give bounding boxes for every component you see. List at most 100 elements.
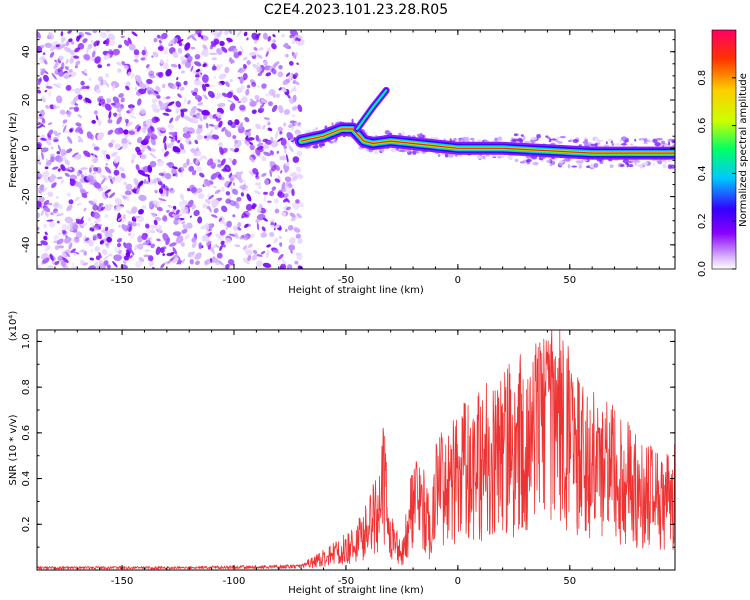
ridge-halo: [384, 130, 390, 135]
noise-speckle: [165, 237, 171, 246]
noise-speckle: [206, 240, 212, 246]
noise-speckle: [169, 242, 177, 247]
noise-speckle: [265, 51, 269, 57]
noise-speckle: [291, 202, 300, 210]
noise-speckle: [170, 136, 177, 143]
noise-speckle: [256, 61, 261, 68]
noise-speckle: [95, 115, 99, 121]
noise-speckle: [58, 43, 66, 50]
noise-speckle: [292, 156, 300, 163]
noise-speckle: [93, 261, 99, 267]
noise-speckle: [194, 94, 202, 101]
noise-speckle: [177, 93, 182, 98]
noise-speckle: [283, 145, 287, 149]
snr-y-label: SNR (10 * v/v): [8, 414, 19, 485]
noise-speckle: [55, 132, 62, 137]
noise-speckle: [281, 259, 287, 264]
ridge-halo: [312, 145, 319, 149]
noise-speckle: [187, 100, 191, 105]
noise-speckle: [93, 218, 102, 224]
noise-speckle: [258, 109, 263, 114]
noise-speckle: [125, 183, 133, 191]
noise-speckle: [47, 202, 53, 206]
noise-speckle: [208, 123, 215, 127]
noise-speckle: [252, 167, 259, 175]
noise-speckle: [116, 105, 123, 113]
noise-speckle: [262, 124, 266, 130]
noise-speckle: [114, 245, 121, 254]
noise-speckle: [172, 52, 176, 56]
noise-speckle: [54, 59, 58, 63]
noise-speckle: [210, 162, 217, 169]
noise-speckle: [37, 138, 41, 142]
noise-speckle: [142, 241, 150, 246]
noise-speckle: [134, 86, 138, 91]
noise-speckle: [104, 103, 112, 111]
ridge-halo: [331, 122, 334, 126]
noise-speckle: [236, 196, 242, 202]
noise-speckle: [191, 170, 197, 176]
noise-speckle: [256, 254, 263, 257]
noise-speckle: [84, 58, 93, 62]
noise-speckle: [233, 51, 240, 59]
noise-speckle: [127, 221, 133, 226]
ridge-halo: [614, 143, 622, 146]
noise-speckle: [168, 257, 175, 264]
noise-speckle: [39, 184, 45, 191]
noise-speckle: [40, 252, 48, 260]
noise-speckle: [189, 259, 195, 265]
noise-speckle: [86, 46, 89, 55]
y-tick-label: 0.6: [21, 425, 32, 441]
noise-speckle: [291, 217, 296, 222]
noise-speckle: [228, 195, 232, 199]
noise-speckle: [89, 257, 95, 261]
noise-speckle: [162, 97, 166, 101]
noise-speckle: [128, 142, 132, 145]
noise-speckle: [58, 55, 64, 61]
x-tick-label: 0: [455, 576, 461, 587]
noise-speckle: [49, 221, 56, 228]
noise-speckle: [134, 185, 138, 189]
noise-speckle: [128, 43, 136, 51]
noise-speckle: [190, 105, 197, 114]
noise-speckle: [194, 139, 199, 145]
colorbar-tick-label: 0.6: [697, 118, 708, 134]
noise-speckle: [163, 185, 170, 191]
noise-speckle: [239, 104, 246, 111]
noise-speckle: [240, 192, 245, 197]
noise-speckle: [246, 193, 252, 202]
noise-speckle: [258, 47, 264, 51]
noise-speckle: [139, 108, 147, 115]
ridge-halo: [548, 138, 552, 143]
noise-speckle: [37, 45, 43, 53]
noise-speckle: [262, 144, 269, 150]
noise-speckle: [123, 225, 130, 229]
noise-speckle: [234, 232, 239, 239]
noise-speckle: [293, 52, 298, 59]
x-tick-label: -50: [338, 576, 354, 587]
noise-speckle: [156, 34, 161, 39]
noise-speckle: [72, 262, 75, 266]
noise-speckle: [172, 231, 182, 236]
noise-speckle: [216, 252, 223, 259]
noise-speckle: [139, 82, 147, 90]
y-tick-label: 0.2: [21, 516, 32, 532]
noise-speckle: [237, 100, 242, 104]
noise-speckle: [212, 31, 218, 36]
noise-speckle: [94, 246, 101, 253]
noise-speckle: [278, 87, 282, 91]
noise-speckle: [227, 259, 235, 266]
noise-speckle: [288, 244, 296, 251]
noise-speckle: [244, 211, 251, 216]
noise-speckle: [263, 191, 268, 195]
noise-speckle: [105, 73, 109, 78]
noise-speckle: [193, 151, 197, 156]
noise-speckle: [279, 242, 283, 247]
noise-speckle: [101, 149, 108, 156]
ridge-halo: [654, 142, 661, 147]
noise-speckle: [98, 259, 105, 269]
noise-speckle: [172, 205, 177, 210]
noise-speckle: [90, 222, 94, 228]
noise-speckle: [255, 98, 260, 103]
noise-speckle: [180, 70, 185, 74]
